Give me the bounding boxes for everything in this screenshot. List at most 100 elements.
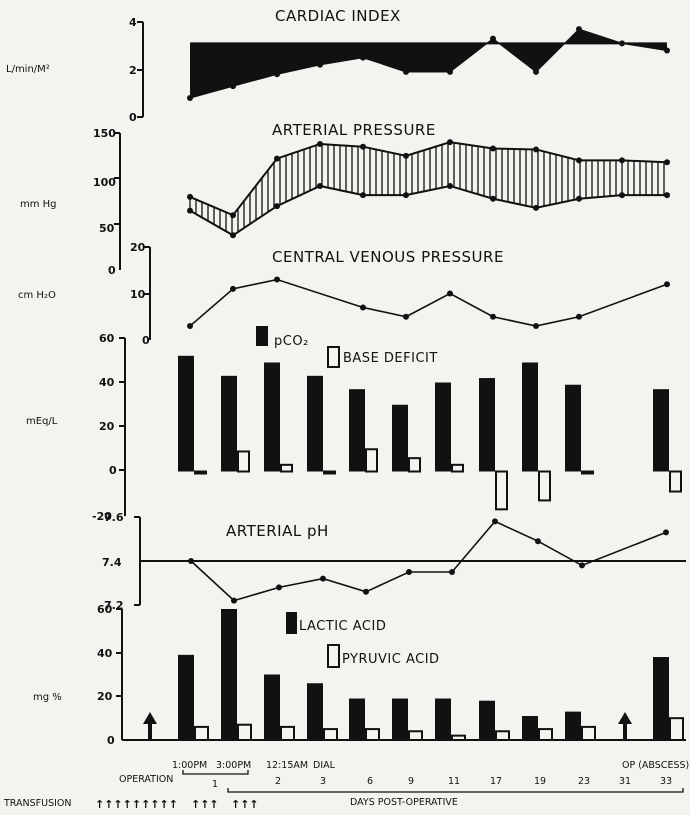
lactate-ylabel: mg % [33, 692, 62, 703]
diastolic-point [619, 192, 625, 199]
ph-point [449, 569, 455, 575]
lactic-acid-bar [307, 683, 323, 740]
day-1-bracket [182, 770, 249, 775]
cvp-point [664, 281, 670, 288]
ph-point [231, 597, 237, 604]
pco2-legend-label: pCO₂ [274, 334, 309, 349]
systolic-line [189, 141, 668, 217]
cardiac-index-point [490, 35, 496, 42]
lactic-acid-bar [392, 698, 408, 740]
ph-point [406, 569, 412, 575]
systolic-point [619, 157, 625, 164]
x-label-day-2: 2 [275, 776, 281, 787]
pco2-bar [349, 389, 365, 472]
cardiac-index-point [317, 61, 323, 68]
cvp-point [187, 323, 193, 330]
diastolic-point [317, 182, 323, 189]
acid-base-ylabel: mEq/L [26, 416, 58, 427]
pco2-bar [522, 362, 538, 472]
pyruvic-legend-swatch [327, 644, 340, 668]
cvp-point [490, 313, 496, 320]
diastolic-line [189, 184, 667, 237]
systolic-point [576, 157, 582, 164]
lactic-legend-swatch [286, 612, 297, 634]
systolic-point [317, 140, 323, 147]
diastolic-point [187, 207, 193, 214]
cardiac-index-ylabel: L/min/M² [6, 64, 50, 75]
abscess-annotation: OP (ABSCESS) [622, 760, 689, 771]
systolic-point [230, 212, 236, 219]
systolic-point [403, 152, 409, 159]
transfusion-row: TRANSFUSION ↑↑↑↑↑↑↑↑↑ ↑↑↑ ↑↑↑ [3, 798, 259, 811]
diastolic-point [447, 182, 453, 189]
lactate-tick-label: 40 [97, 647, 113, 660]
transfusion-label: TRANSFUSION [3, 798, 72, 809]
cvp-tick-label: 10 [130, 288, 146, 301]
pco2-bar [479, 378, 495, 472]
ph-point [276, 584, 282, 591]
pco2-bar [221, 375, 237, 472]
pyruvic-acid-bar [365, 728, 380, 741]
systolic-point [664, 159, 670, 166]
pyruvic-acid-bar [194, 725, 209, 742]
lactic-acid-bar [178, 654, 194, 740]
diastolic-point [490, 195, 496, 202]
cardiac-index-point [447, 68, 453, 75]
pco2-bar [264, 362, 280, 472]
acid-base-tick-label: 40 [99, 376, 115, 389]
x-label-day-6: 6 [367, 776, 373, 787]
transfusion-marks-1pm: ↑↑↑ [191, 798, 219, 811]
cvp-tick-label: 0 [142, 334, 150, 347]
x-label-day-11: 11 [448, 776, 460, 787]
arterial-pressure-ylabel: mm Hg [20, 199, 57, 210]
acid-base-tick-label: 0 [109, 464, 117, 477]
base-deficit-bar [408, 457, 421, 473]
pyruvic-acid-bar [581, 725, 596, 742]
base-deficit-bar [669, 470, 682, 493]
diastolic-point [576, 195, 582, 202]
ph-point [492, 518, 498, 525]
base-deficit-bar [194, 470, 207, 475]
x-label-operation: OPERATION [119, 774, 173, 785]
lactic-acid-bar [349, 698, 365, 740]
cardiac-index-point [664, 47, 670, 54]
acid-base-tick-label: -20 [92, 510, 112, 523]
lactic-acid-bar [221, 609, 237, 740]
pyruvic-acid-bar [495, 730, 510, 741]
x-label-day-1: 1 [212, 779, 218, 790]
pco2-bar [653, 389, 669, 472]
systolic-point [533, 146, 539, 153]
cardiac-index-tick-label: 0 [129, 111, 137, 124]
base-deficit-bar [365, 448, 378, 473]
cvp-point [576, 313, 582, 320]
x-label-day-19: 19 [534, 776, 546, 787]
cvp-point [403, 313, 409, 320]
lactic-acid-bar [653, 657, 669, 740]
ph-tick-label: 7.6 [104, 511, 124, 524]
pco2-bar [392, 404, 408, 472]
x-axis-title: DAYS POST-OPERATIVE [350, 797, 458, 808]
lactic-acid-bar [479, 700, 495, 740]
transfusion-marks-3pm: ↑↑↑ [231, 798, 259, 811]
pco2-legend-swatch [256, 326, 268, 346]
cardiac-index-point [576, 26, 582, 33]
base-deficit-bar [323, 470, 336, 475]
ph-point [663, 529, 669, 536]
x-label-day-17: 17 [490, 776, 502, 787]
cvp-point [360, 304, 366, 311]
acid-base-panel: mEq/L 60 40 20 0 -20 pCO₂ BASE DEFICIT [26, 326, 682, 523]
arterial-pressure-tick-label: 100 [93, 176, 116, 189]
systolic-point [447, 139, 453, 146]
pco2-bar [565, 384, 581, 472]
lactic-acid-bar [565, 711, 581, 740]
cvp-point [447, 290, 453, 297]
cardiac-index-point [403, 68, 409, 75]
base-deficit-bar [280, 463, 293, 473]
arterial-pressure-tick-label: 50 [99, 222, 115, 235]
ph-point [188, 558, 194, 564]
lactate-panel: mg % 60 40 20 0 LACTIC ACID PYRUVIC ACID [33, 603, 684, 747]
cvp-point [274, 276, 280, 283]
lactate-tick-label: 60 [97, 603, 113, 616]
cvp-tick-label: 20 [130, 241, 146, 254]
systolic-point [490, 145, 496, 152]
